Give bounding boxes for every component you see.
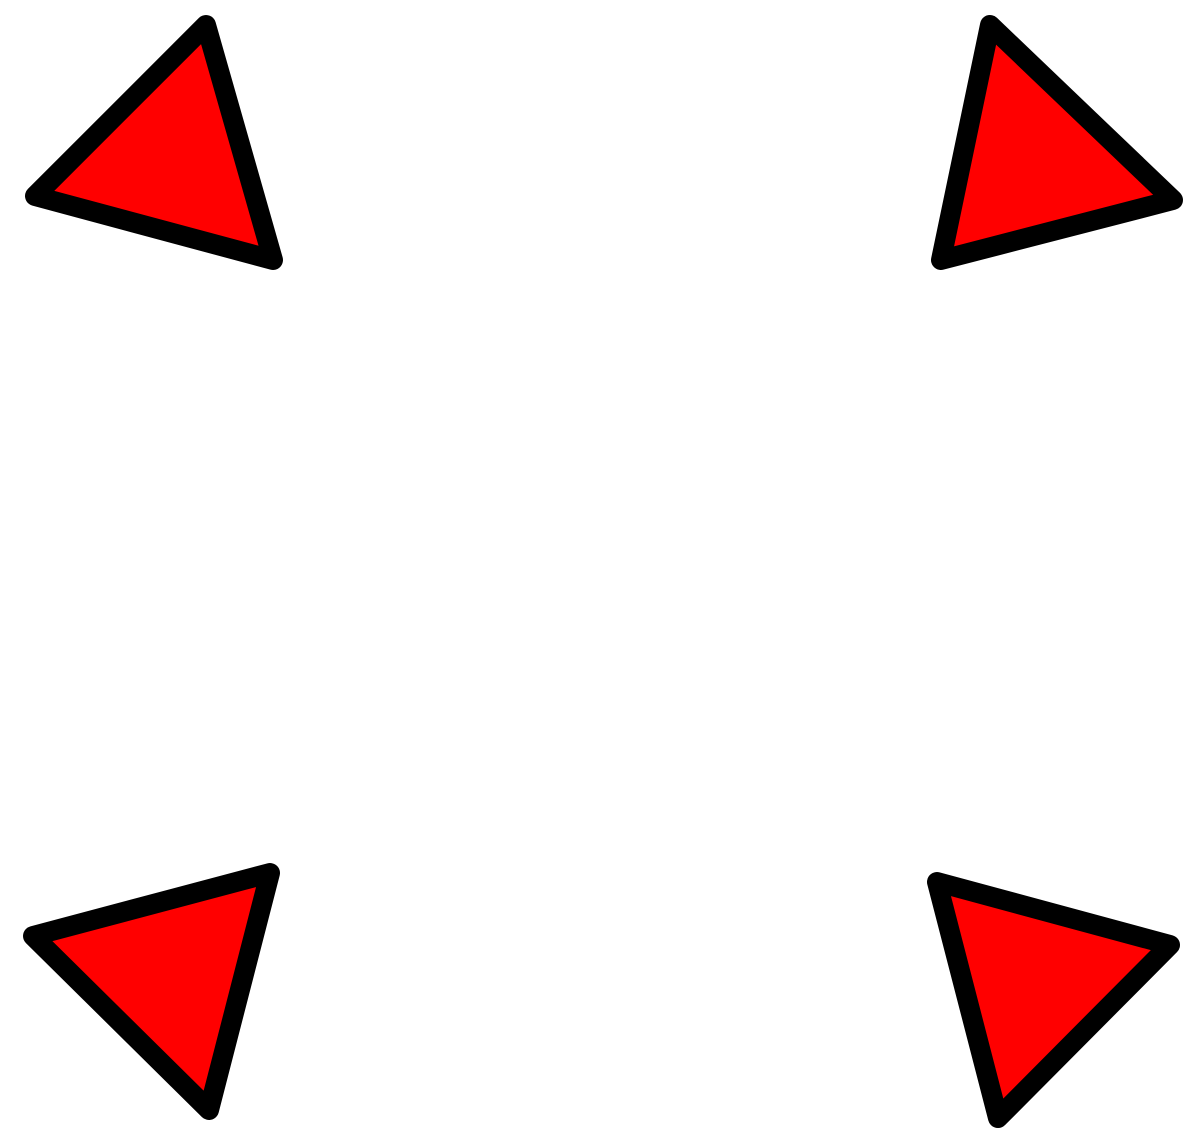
bottom-right-marker-icon	[927, 872, 1180, 1128]
bottom-left-marker-icon	[23, 863, 280, 1120]
top-right-marker-icon	[931, 15, 1183, 270]
top-left-marker-icon	[25, 15, 283, 270]
